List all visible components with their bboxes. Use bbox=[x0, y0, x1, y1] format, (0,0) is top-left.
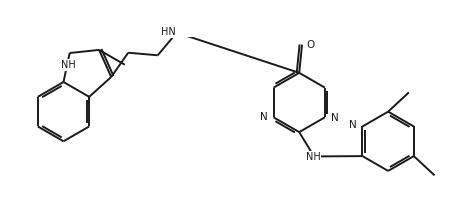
Text: NH: NH bbox=[306, 152, 321, 162]
Text: HN: HN bbox=[161, 27, 175, 37]
Text: N: N bbox=[260, 112, 267, 122]
Text: N: N bbox=[331, 113, 338, 123]
Text: O: O bbox=[306, 40, 315, 50]
Text: NH: NH bbox=[61, 60, 76, 70]
Text: N: N bbox=[349, 120, 357, 130]
